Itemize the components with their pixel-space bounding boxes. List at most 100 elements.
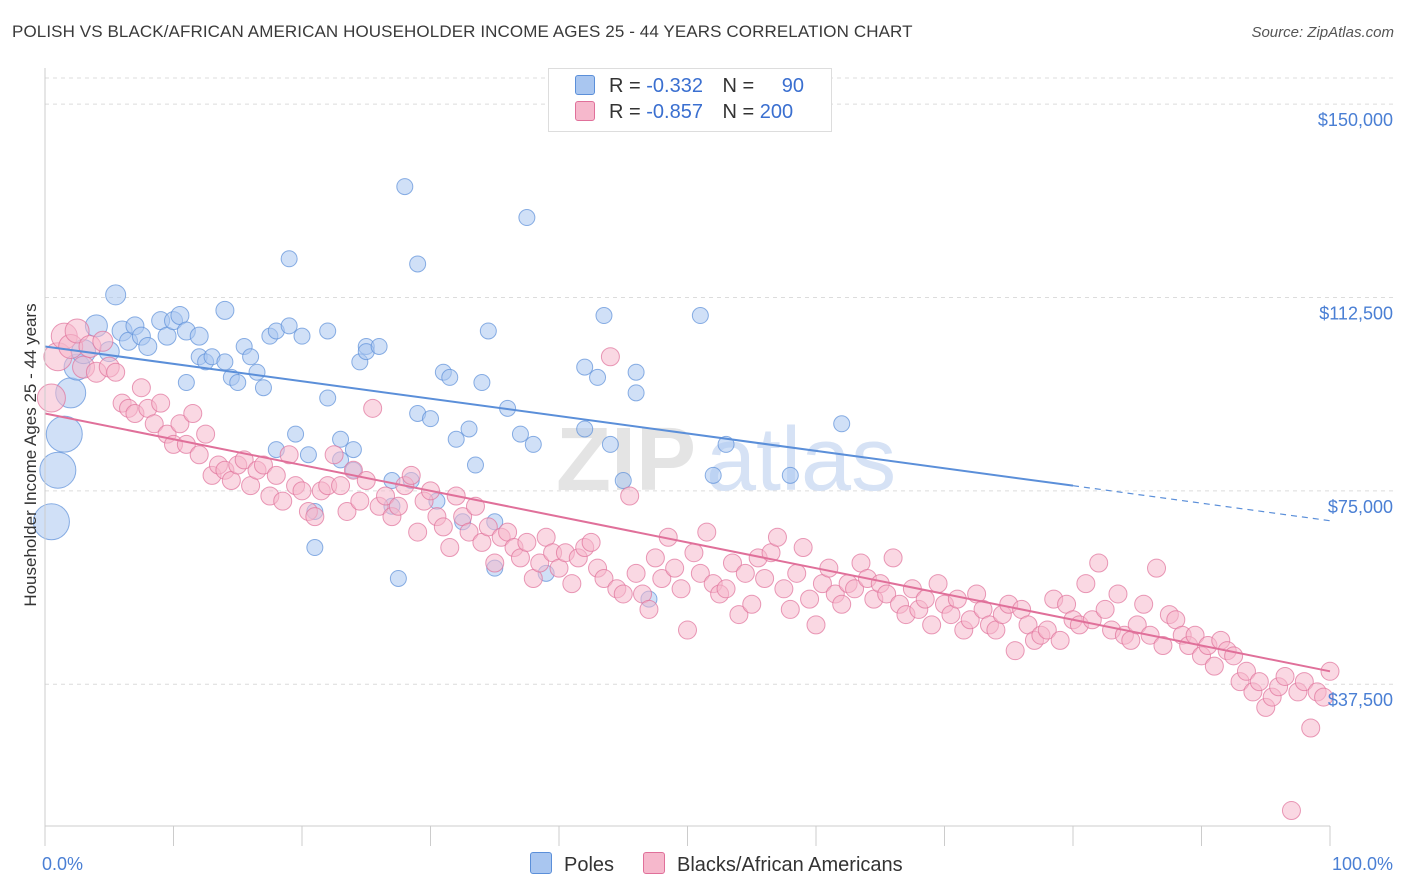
point-blacks — [1294, 672, 1314, 692]
point-blacks — [465, 496, 485, 516]
point-poles — [216, 353, 234, 371]
point-blacks — [594, 568, 614, 588]
point-blacks — [183, 403, 203, 423]
point-blacks — [350, 491, 370, 511]
point-poles — [518, 209, 536, 227]
point-blacks — [1095, 599, 1115, 619]
point-blacks — [530, 553, 550, 573]
point-blacks — [388, 496, 408, 516]
point-blacks — [337, 501, 357, 521]
bottom-legend-blacks: Blacks/African Americans — [643, 852, 903, 877]
point-poles — [293, 327, 311, 345]
bottom-legend-swatch-blacks — [643, 852, 665, 874]
point-poles — [511, 425, 529, 443]
point-blacks — [755, 568, 775, 588]
legend-row-poles: R = -0.332 N = 90 — [575, 75, 804, 99]
point-blacks — [806, 615, 826, 635]
point-blacks — [151, 393, 171, 413]
point-blacks — [1301, 718, 1321, 738]
point-blacks — [279, 445, 299, 465]
point-blacks — [787, 563, 807, 583]
point-blacks — [774, 579, 794, 599]
point-blacks — [1249, 672, 1269, 692]
bottom-legend-poles: Poles — [530, 852, 614, 877]
point-blacks — [408, 522, 428, 542]
point-poles — [781, 466, 799, 484]
point-blacks — [1108, 584, 1128, 604]
point-poles — [319, 389, 337, 407]
point-poles — [138, 336, 158, 356]
y-tick-label: $150,000 — [1318, 110, 1393, 130]
point-blacks — [1037, 620, 1057, 640]
point-poles — [473, 374, 491, 392]
point-blacks — [189, 445, 209, 465]
legend-r-label: R = — [609, 101, 641, 123]
point-poles — [479, 322, 497, 340]
point-poles — [614, 472, 632, 490]
point-blacks — [767, 527, 787, 547]
point-blacks — [64, 318, 90, 344]
point-poles — [248, 363, 266, 381]
point-poles — [177, 374, 195, 392]
point-blacks — [363, 398, 383, 418]
point-blacks — [947, 589, 967, 609]
axes: $150,000 $112,500 $75,000 $37,500 0.0% 100.0% — [42, 68, 1393, 874]
point-blacks — [517, 532, 537, 552]
legend-swatch-blacks — [575, 101, 595, 121]
point-blacks — [485, 553, 505, 573]
legend-row-blacks: R = -0.857 N = 200 — [575, 101, 793, 125]
point-poles — [833, 415, 851, 433]
point-blacks — [562, 574, 582, 594]
point-blacks — [106, 362, 126, 382]
point-blacks — [253, 455, 273, 475]
point-blacks — [1147, 558, 1167, 578]
point-poles — [280, 317, 298, 335]
point-blacks — [234, 450, 254, 470]
point-blacks — [433, 517, 453, 537]
point-blacks — [478, 517, 498, 537]
point-blacks — [626, 563, 646, 583]
point-poles — [215, 300, 235, 320]
point-poles — [332, 430, 350, 448]
point-blacks — [690, 563, 710, 583]
point-poles — [242, 348, 260, 366]
point-blacks — [716, 579, 736, 599]
bottom-legend-swatch-poles — [530, 852, 552, 874]
legend-n-label: N = — [722, 101, 755, 123]
point-poles — [287, 425, 305, 443]
point-blacks — [780, 599, 800, 619]
point-blacks — [735, 563, 755, 583]
point-poles — [601, 435, 619, 453]
point-poles — [254, 379, 272, 397]
point-blacks — [915, 589, 935, 609]
point-poles — [524, 435, 542, 453]
point-blacks — [800, 589, 820, 609]
point-blacks — [832, 594, 852, 614]
point-poles — [396, 178, 414, 196]
point-blacks — [620, 486, 640, 506]
point-blacks — [459, 522, 479, 542]
point-blacks — [922, 615, 942, 635]
point-poles — [595, 307, 613, 325]
point-blacks — [883, 548, 903, 568]
legend-n-value: 200 — [759, 101, 794, 123]
point-blacks — [729, 605, 749, 625]
point-poles — [422, 410, 439, 428]
legend-n-value: 90 — [781, 75, 805, 97]
point-blacks — [305, 507, 325, 527]
point-poles — [576, 358, 594, 376]
point-blacks — [1050, 630, 1070, 650]
point-poles — [717, 435, 735, 453]
point-poles — [306, 539, 324, 557]
point-blacks — [1089, 553, 1109, 573]
watermark-atlas: atlas — [706, 410, 896, 510]
point-poles — [627, 363, 645, 381]
point-poles — [460, 420, 478, 438]
point-poles — [441, 368, 459, 386]
point-blacks — [1127, 615, 1147, 635]
point-poles — [691, 307, 709, 325]
point-blacks — [376, 486, 396, 506]
point-blacks — [196, 424, 216, 444]
chart-source: Source: ZipAtlas.com — [1251, 24, 1394, 41]
point-poles — [589, 368, 607, 386]
